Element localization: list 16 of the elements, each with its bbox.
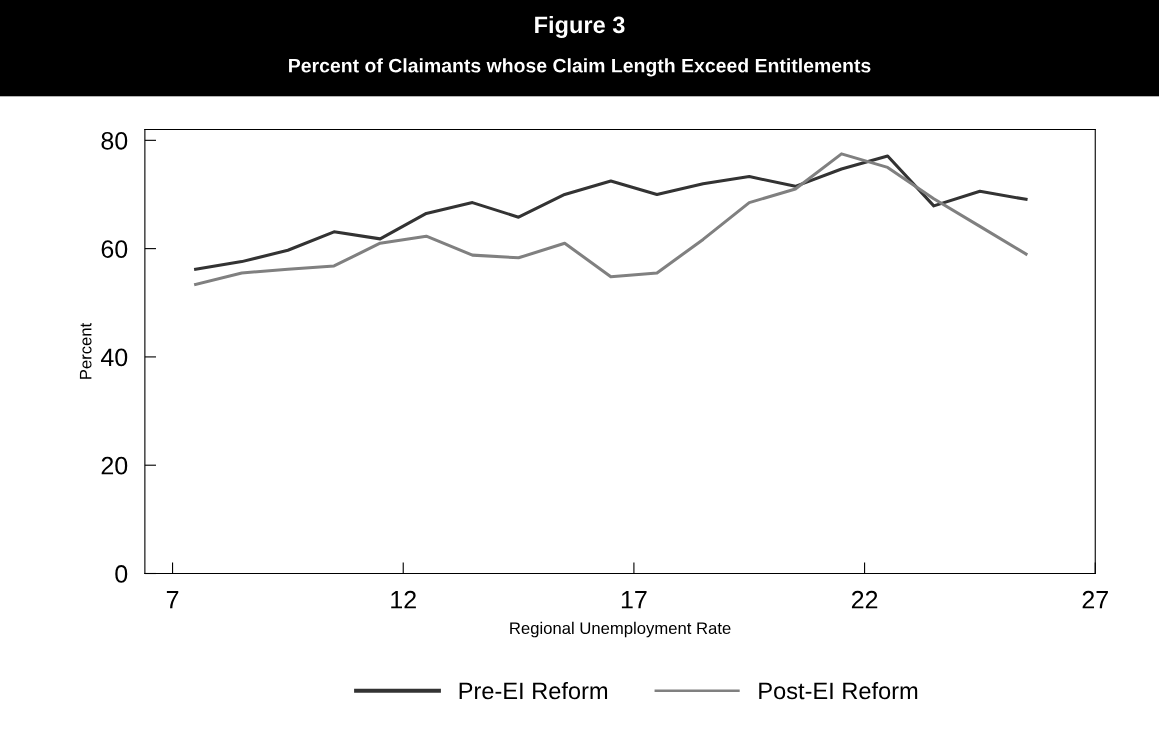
x-tick-label: 12 (391, 590, 416, 609)
x-tick-label: 22 (851, 590, 878, 609)
y-tick-label: 0 (115, 565, 128, 583)
y-tick-label: 40 (100, 348, 128, 367)
legend-label: Post-EI Reform (759, 681, 918, 700)
y-tick-label: 60 (101, 240, 128, 258)
y-tick-label: 80 (101, 131, 128, 150)
legend-label: Pre-EI Reform (459, 681, 608, 700)
y-tick-label: 20 (101, 456, 128, 475)
x-tick-label: 27 (1082, 590, 1108, 609)
chart-subtitle: Percent of Claimants whose Claim Length Exceed Entitlements (289, 58, 871, 77)
x-tick-label: 17 (621, 591, 647, 609)
chart-title: Figure 3 (535, 15, 625, 38)
y-axis-title: Percent (79, 322, 92, 379)
x-tick-label: 7 (166, 591, 179, 609)
x-axis-title: Regional Unemployment Rate (510, 621, 731, 638)
